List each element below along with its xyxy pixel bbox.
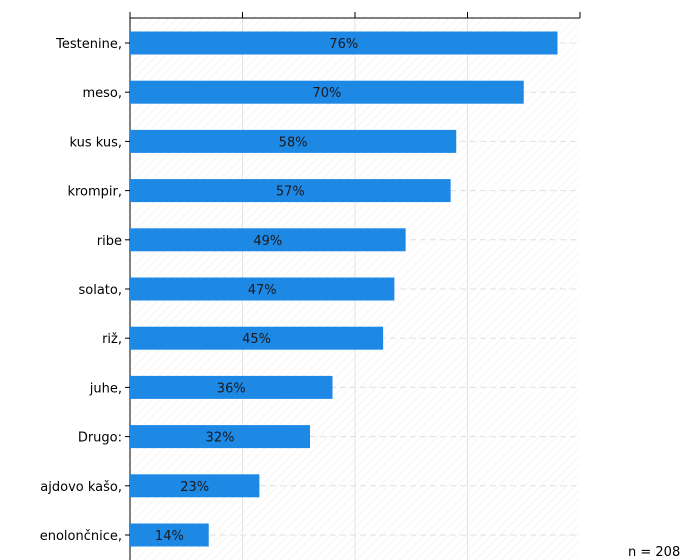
category-label-8: Drugo: bbox=[78, 431, 122, 446]
value-label-8: 32% bbox=[206, 431, 235, 446]
category-label-5: solato, bbox=[79, 283, 123, 298]
bar-0 bbox=[130, 31, 558, 55]
category-labels: Testenine, meso, kus kus, krompir, ribe solat… bbox=[40, 37, 122, 544]
bar-1 bbox=[130, 80, 524, 104]
category-label-1: meso, bbox=[82, 86, 122, 101]
category-label-2: kus kus, bbox=[69, 135, 122, 150]
category-label-9: ajdovo kašo, bbox=[40, 480, 122, 495]
bar-5 bbox=[130, 277, 395, 301]
bar-3 bbox=[130, 179, 451, 203]
value-label-10: 14% bbox=[155, 529, 184, 544]
bar-6 bbox=[130, 326, 384, 350]
bar-4 bbox=[130, 228, 406, 252]
value-label-3: 57% bbox=[276, 185, 305, 200]
value-label-4: 49% bbox=[253, 234, 282, 249]
category-label-0: Testenine, bbox=[55, 37, 122, 52]
category-label-4: ribe bbox=[97, 234, 122, 249]
value-label-2: 58% bbox=[279, 135, 308, 150]
value-label-9: 23% bbox=[180, 480, 209, 495]
bars bbox=[130, 31, 558, 547]
bar-2 bbox=[130, 129, 457, 153]
category-label-10: enolončnice, bbox=[40, 529, 122, 544]
value-label-0: 76% bbox=[329, 37, 358, 52]
value-label-7: 36% bbox=[217, 381, 246, 396]
sample-size-note: n = 208 bbox=[628, 545, 680, 560]
value-labels: 76% 70% 58% 57% 49% 47% 45% 36% 32% 23% 14% bbox=[155, 37, 358, 544]
value-label-6: 45% bbox=[242, 332, 271, 347]
bar-7 bbox=[130, 375, 333, 399]
bar-8 bbox=[130, 425, 310, 449]
bar-10 bbox=[130, 523, 209, 547]
category-label-7: juhe, bbox=[89, 381, 122, 396]
value-label-1: 70% bbox=[312, 86, 341, 101]
value-label-5: 47% bbox=[248, 283, 277, 298]
bar-9 bbox=[130, 474, 260, 498]
category-label-3: krompir, bbox=[67, 185, 122, 200]
category-label-6: riž, bbox=[102, 332, 122, 347]
